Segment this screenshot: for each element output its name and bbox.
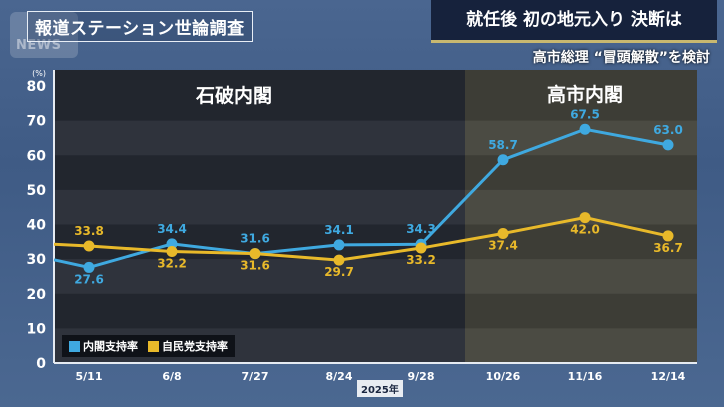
svg-text:40: 40 <box>27 218 47 234</box>
svg-text:34.3: 34.3 <box>406 222 436 236</box>
svg-text:33.8: 33.8 <box>74 224 104 238</box>
svg-text:10/26: 10/26 <box>486 370 521 383</box>
svg-text:58.7: 58.7 <box>488 138 518 152</box>
legend-label-cabinet: 内閣支持率 <box>83 340 138 353</box>
svg-text:11/16: 11/16 <box>568 370 603 383</box>
svg-text:20: 20 <box>27 287 47 303</box>
svg-text:5/11: 5/11 <box>76 370 103 383</box>
svg-text:31.6: 31.6 <box>240 259 270 273</box>
svg-text:37.4: 37.4 <box>488 239 518 253</box>
svg-text:33.2: 33.2 <box>406 253 436 267</box>
svg-text:80: 80 <box>27 79 47 95</box>
svg-text:10: 10 <box>27 321 47 337</box>
legend-item-cabinet: 内閣支持率 <box>69 338 138 354</box>
news-logo: NEWS <box>10 12 78 58</box>
svg-text:67.5: 67.5 <box>570 107 600 121</box>
survey-title: 報道ステーション世論調査 <box>27 11 253 42</box>
svg-text:7/27: 7/27 <box>242 370 269 383</box>
svg-text:0: 0 <box>36 356 46 372</box>
svg-text:30: 30 <box>27 252 47 268</box>
chart-legend: 内閣支持率 自民党支持率 <box>62 335 235 357</box>
svg-text:9/28: 9/28 <box>408 370 435 383</box>
legend-label-ldp: 自民党支持率 <box>162 340 228 353</box>
year-label: 2025年 <box>357 380 403 397</box>
subheadline: 高市総理 “冒頭解散”を検討 <box>532 50 710 66</box>
svg-text:32.2: 32.2 <box>157 257 187 271</box>
svg-text:60: 60 <box>27 148 47 164</box>
svg-text:12/14: 12/14 <box>651 370 686 383</box>
legend-item-ldp: 自民党支持率 <box>148 338 228 354</box>
svg-text:63.0: 63.0 <box>653 123 683 137</box>
svg-text:(%): (%) <box>32 69 46 78</box>
svg-text:34.1: 34.1 <box>324 223 354 237</box>
legend-swatch-ldp <box>148 340 159 352</box>
svg-text:36.7: 36.7 <box>653 241 683 255</box>
svg-text:8/24: 8/24 <box>326 370 353 383</box>
svg-text:50: 50 <box>27 183 47 199</box>
svg-text:34.4: 34.4 <box>157 222 187 236</box>
svg-text:高市内閣: 高市内閣 <box>547 83 623 106</box>
svg-text:6/8: 6/8 <box>162 370 181 383</box>
svg-text:29.7: 29.7 <box>324 265 354 279</box>
svg-text:70: 70 <box>27 114 47 130</box>
svg-text:42.0: 42.0 <box>570 223 600 237</box>
svg-text:31.6: 31.6 <box>240 232 270 246</box>
svg-text:27.6: 27.6 <box>74 272 104 286</box>
headline: 就任後 初の地元入り 決断は <box>431 0 717 43</box>
legend-swatch-cabinet <box>69 340 80 352</box>
svg-text:石破内閣: 石破内閣 <box>195 84 272 107</box>
